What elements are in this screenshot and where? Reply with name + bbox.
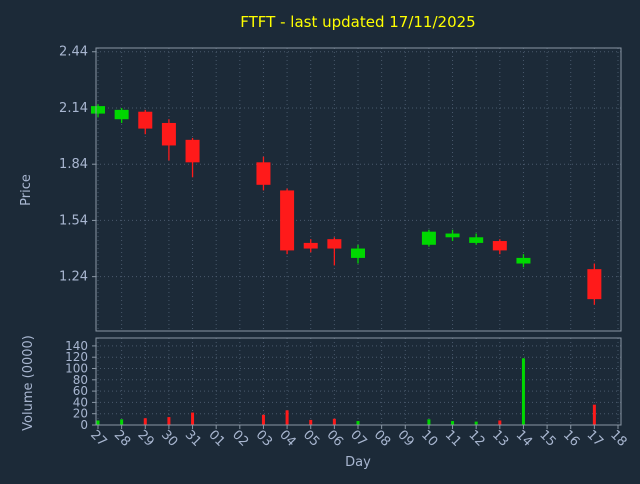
svg-text:07: 07 bbox=[347, 427, 369, 449]
svg-text:1.24: 1.24 bbox=[59, 270, 88, 285]
svg-text:2.14: 2.14 bbox=[59, 101, 88, 116]
svg-text:80: 80 bbox=[73, 373, 88, 387]
svg-text:100: 100 bbox=[65, 362, 88, 376]
svg-text:11: 11 bbox=[442, 427, 464, 449]
svg-text:05: 05 bbox=[300, 427, 322, 449]
svg-text:20: 20 bbox=[73, 407, 88, 421]
svg-text:0: 0 bbox=[80, 418, 88, 432]
svg-text:40: 40 bbox=[73, 395, 88, 409]
svg-text:10: 10 bbox=[418, 427, 440, 449]
svg-text:1.54: 1.54 bbox=[59, 213, 88, 228]
svg-text:04: 04 bbox=[276, 427, 298, 449]
svg-text:30: 30 bbox=[158, 427, 180, 449]
svg-text:60: 60 bbox=[73, 384, 88, 398]
svg-text:03: 03 bbox=[253, 427, 275, 449]
svg-text:1.84: 1.84 bbox=[59, 157, 88, 172]
svg-text:18: 18 bbox=[607, 427, 629, 449]
svg-text:140: 140 bbox=[65, 339, 88, 353]
svg-text:31: 31 bbox=[182, 427, 204, 449]
svg-text:120: 120 bbox=[65, 350, 88, 364]
svg-text:17: 17 bbox=[584, 427, 606, 449]
svg-text:29: 29 bbox=[134, 427, 156, 449]
svg-text:09: 09 bbox=[394, 427, 416, 449]
volume-axis-label: Volume (0000) bbox=[21, 335, 36, 431]
svg-text:02: 02 bbox=[229, 427, 251, 449]
svg-text:27: 27 bbox=[87, 427, 109, 449]
svg-text:16: 16 bbox=[560, 427, 582, 449]
svg-text:14: 14 bbox=[513, 427, 535, 449]
svg-text:15: 15 bbox=[536, 427, 558, 449]
svg-text:06: 06 bbox=[324, 427, 346, 449]
svg-text:28: 28 bbox=[111, 427, 133, 449]
svg-text:01: 01 bbox=[205, 427, 227, 449]
svg-text:12: 12 bbox=[465, 427, 487, 449]
svg-text:13: 13 bbox=[489, 427, 511, 449]
svg-text:2.44: 2.44 bbox=[59, 45, 88, 60]
x-axis-label: Day bbox=[345, 455, 371, 470]
chart-title: FTFT - last updated 17/11/2025 bbox=[240, 13, 475, 31]
price-axis-label: Price bbox=[19, 174, 34, 206]
svg-text:08: 08 bbox=[371, 427, 393, 449]
plot-graphics: 27 28 29 30 31 01 02 03 04 05 06 07 08 09 10 11 12 13 14 15… bbox=[59, 45, 629, 450]
